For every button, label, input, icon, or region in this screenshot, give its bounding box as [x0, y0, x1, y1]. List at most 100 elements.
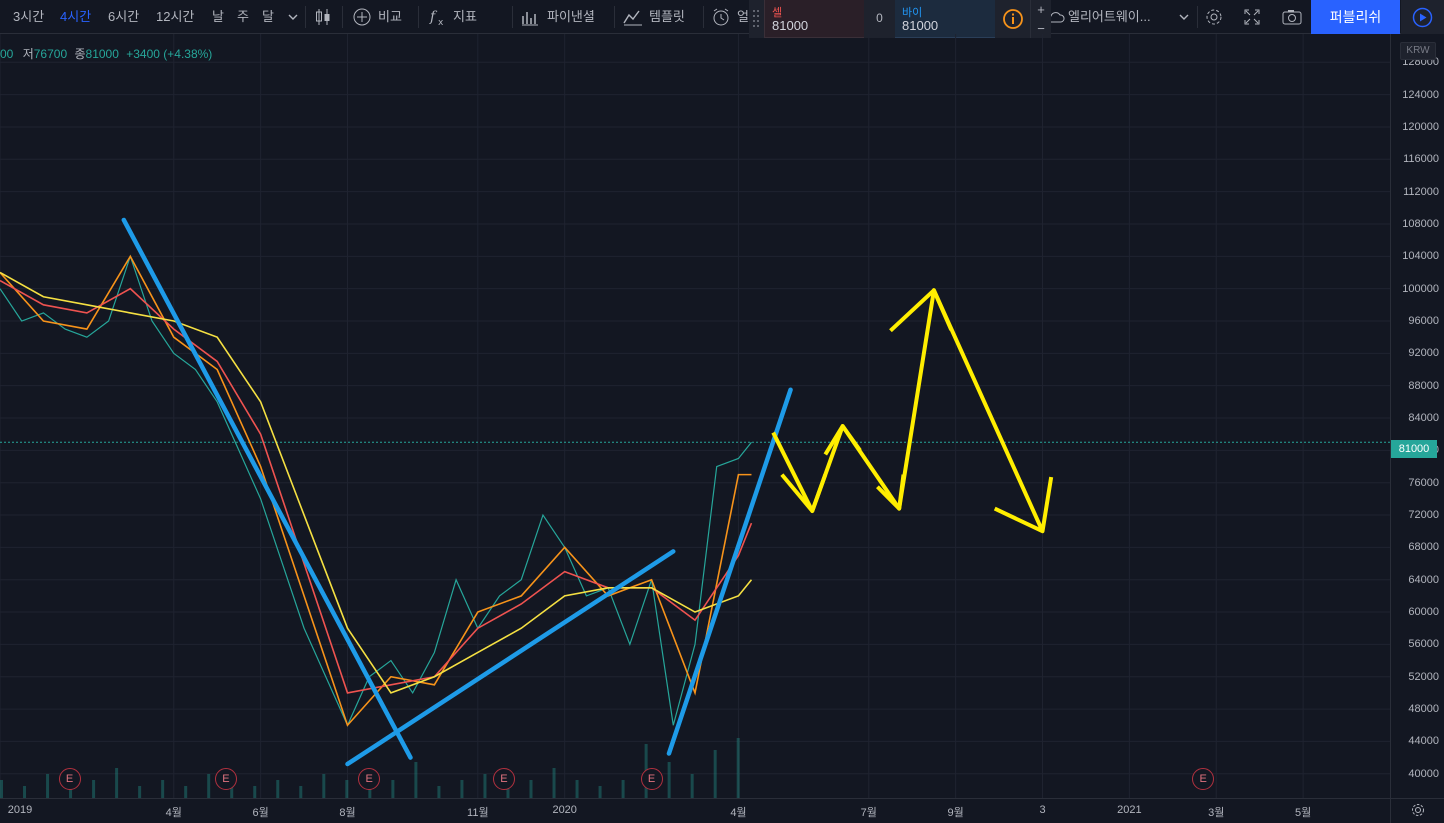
legend-change: +3400 (+4.38%)	[126, 47, 213, 61]
interval-week[interactable]: 주	[237, 9, 249, 24]
chevron-down-icon[interactable]	[1176, 7, 1192, 27]
price-series	[0, 254, 753, 727]
drag-handle-icon	[753, 10, 759, 27]
volume-bar	[713, 750, 717, 798]
financials-button[interactable]: 파이낸셜	[547, 9, 595, 24]
gear-icon[interactable]	[1204, 7, 1224, 27]
volume-bar	[690, 774, 694, 798]
axis-settings-button[interactable]	[1390, 798, 1444, 823]
earnings-marker[interactable]: E	[1192, 768, 1215, 790]
volume-bar	[667, 762, 671, 798]
fullscreen-icon[interactable]	[1242, 7, 1262, 27]
trade-panel-handle[interactable]	[749, 0, 764, 38]
minus-icon[interactable]: −	[1037, 21, 1045, 36]
volume-bar	[368, 786, 372, 798]
alert-button[interactable]: 얼	[737, 9, 749, 24]
chevron-down-icon[interactable]	[285, 7, 301, 27]
interval-month[interactable]: 달	[262, 9, 274, 24]
price-tick-label: 52000	[1408, 670, 1439, 683]
volume-bar	[736, 738, 740, 798]
price-tick-label: 40000	[1408, 767, 1439, 780]
volume-bar	[207, 774, 211, 798]
volume-bar	[414, 762, 418, 798]
camera-icon[interactable]	[1281, 7, 1303, 27]
sell-button[interactable]: 셀 81000	[764, 0, 864, 38]
time-tick-label: 2021	[1117, 804, 1142, 816]
series-price	[0, 254, 752, 727]
price-chart[interactable]	[0, 34, 1390, 798]
volume-bar	[276, 780, 280, 798]
wave-arrowhead	[993, 476, 1054, 534]
volume-bar	[506, 786, 510, 798]
quantity-stepper[interactable]: + −	[1030, 0, 1051, 38]
earnings-marker[interactable]: E	[492, 768, 515, 790]
drawing-tool-name[interactable]: 엘리어트웨이...	[1068, 9, 1151, 24]
interval-6h[interactable]: 6시간	[108, 9, 140, 24]
interval-day[interactable]: 날	[212, 9, 224, 24]
interval-4h[interactable]: 4시간	[60, 9, 92, 24]
replay-button[interactable]	[1401, 0, 1444, 34]
plus-icon[interactable]: +	[1037, 2, 1045, 17]
wave-arrowhead	[889, 288, 954, 333]
volume-bar	[230, 780, 234, 798]
interval-12h[interactable]: 12시간	[156, 9, 195, 24]
financials-icon	[522, 12, 538, 26]
order-info-button[interactable]	[995, 0, 1030, 38]
price-tick-label: 56000	[1408, 638, 1439, 651]
volume-bar	[23, 786, 27, 798]
svg-text:f: f	[429, 9, 438, 25]
ohlc-legend: 00 저76700 종81000 +3400 (+4.38%)	[0, 45, 212, 62]
volume-bar	[253, 786, 257, 798]
svg-text:x: x	[438, 18, 444, 27]
time-axis[interactable]: 2019 4월 6월 8월 11월 2020 4월 7월 9월 3 2021 3월 5월	[0, 798, 1390, 823]
sell-price: 81000	[772, 18, 809, 33]
price-tick-label: 100000	[1402, 282, 1439, 295]
wave-arrowhead	[823, 424, 862, 456]
time-tick-label: 4월	[165, 807, 182, 819]
earnings-marker[interactable]: E	[358, 768, 381, 790]
volume-bar	[529, 780, 533, 798]
price-tick-label: 68000	[1408, 541, 1439, 554]
series-ma-mid	[0, 279, 753, 694]
price-tick-label: 76000	[1408, 476, 1439, 489]
elliott-wave-path	[771, 288, 1045, 533]
series-ma-long	[0, 271, 753, 694]
time-tick-label: 11월	[467, 807, 489, 819]
play-icon	[1412, 7, 1433, 28]
interval-3h[interactable]: 3시간	[13, 9, 45, 24]
chart-grid	[0, 34, 1390, 798]
earnings-marker[interactable]: E	[640, 768, 663, 790]
templates-icon	[623, 10, 642, 26]
price-tick-label: 124000	[1402, 88, 1439, 101]
publish-button[interactable]: 퍼블리쉬	[1311, 0, 1400, 34]
candlestick-icon[interactable]	[313, 7, 333, 27]
legend-close-value: 81000	[85, 47, 119, 61]
price-tick-label: 48000	[1408, 703, 1439, 716]
currency-label[interactable]: KRW	[1400, 42, 1436, 60]
volume-bar	[299, 786, 303, 798]
templates-button[interactable]: 템플릿	[649, 9, 685, 24]
volume-bar	[483, 774, 487, 798]
buy-label: 바이	[902, 7, 923, 19]
indicators-button[interactable]: 지표	[453, 9, 477, 24]
volume-bar	[115, 768, 119, 798]
legend-close-label: 종	[74, 47, 86, 61]
trendline	[121, 217, 413, 760]
legend-low-label: 저	[22, 47, 34, 61]
legend-open-partial: 00	[0, 47, 14, 61]
time-tick-label: 7월	[860, 807, 877, 819]
compare-button[interactable]: 비교	[378, 9, 402, 24]
buy-price: 81000	[902, 18, 939, 33]
price-tick-label: 92000	[1408, 347, 1439, 360]
earnings-marker[interactable]: E	[58, 768, 81, 790]
price-tick-label: 44000	[1408, 735, 1439, 748]
earnings-marker[interactable]: E	[214, 768, 237, 790]
time-tick-label: 6월	[252, 807, 269, 819]
alarm-clock-icon	[713, 8, 729, 26]
info-icon	[1003, 9, 1023, 29]
price-axis[interactable]: 128000 124000 120000 116000 112000 108000 1040…	[1390, 34, 1444, 798]
time-tick-label: 2020	[552, 804, 577, 816]
buy-button[interactable]: 바이 81000	[895, 0, 995, 38]
volume-bar	[69, 786, 73, 798]
